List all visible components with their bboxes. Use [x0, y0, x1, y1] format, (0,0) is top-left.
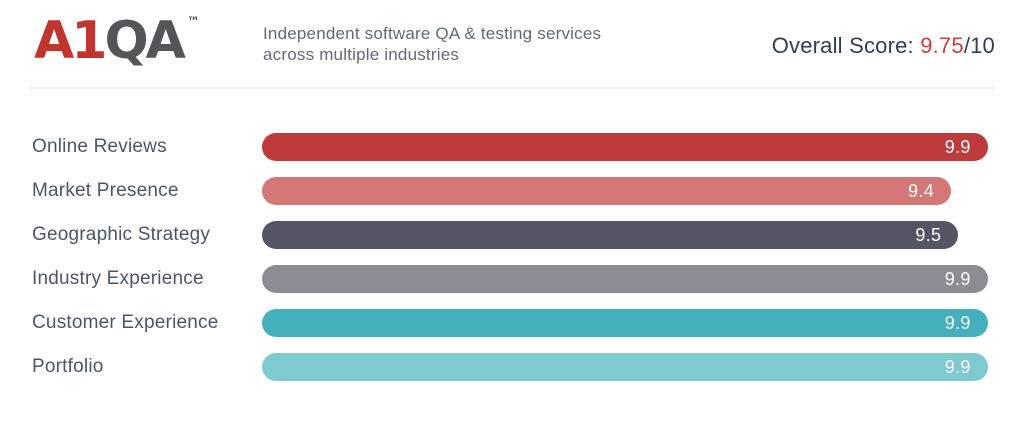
category-label: Customer Experience [32, 312, 219, 333]
score-bar: 9.9 [262, 353, 988, 381]
score-value: 9.5 [915, 224, 942, 245]
company-tagline: Independent software QA & testing servic… [263, 23, 601, 65]
bar-track: 9.5 [262, 221, 995, 249]
chart-row: Online Reviews 9.9 [32, 133, 995, 161]
bar-track: 9.9 [262, 353, 995, 381]
bar-track: 9.9 [262, 309, 995, 337]
score-bar: 9.5 [262, 221, 959, 249]
category-label: Online Reviews [32, 136, 167, 157]
bar-track: 9.9 [262, 265, 995, 293]
logo-text-red: A1 [34, 11, 107, 71]
score-value: 9.9 [944, 312, 971, 333]
chart-row: Customer Experience 9.9 [32, 309, 995, 337]
score-value: 9.9 [944, 136, 971, 157]
category-label: Industry Experience [32, 268, 204, 289]
score-value: 9.4 [908, 180, 935, 201]
overall-score-label: Overall Score: [771, 33, 921, 58]
score-bar: 9.9 [262, 309, 988, 337]
tagline-line-2: across multiple industries [263, 45, 460, 64]
category-label: Market Presence [32, 180, 179, 201]
chart-row: Market Presence 9.4 [32, 177, 995, 205]
bar-track: 9.4 [262, 177, 995, 205]
bar-track: 9.9 [262, 133, 995, 161]
category-label: Portfolio [32, 356, 104, 377]
chart-row: Geographic Strategy 9.5 [32, 221, 995, 249]
score-value: 9.9 [944, 268, 971, 289]
tagline-line-1: Independent software QA & testing servic… [263, 24, 602, 43]
chart-row: Industry Experience 9.9 [32, 265, 995, 293]
score-value: 9.9 [944, 356, 971, 377]
category-label: Geographic Strategy [32, 224, 211, 245]
score-bar: 9.9 [262, 265, 988, 293]
header-divider [29, 87, 995, 89]
score-bar: 9.9 [262, 133, 988, 161]
overall-score: Overall Score: 9.75/10 [772, 33, 995, 59]
chart-row: Portfolio 9.9 [32, 353, 995, 381]
overall-score-suffix: /10 [963, 33, 995, 58]
overall-score-value: 9.75 [920, 33, 964, 58]
brand-logo: A1QA ™ [34, 11, 200, 71]
logo-text-gray: QA [104, 11, 185, 71]
trademark-symbol: ™ [186, 15, 200, 30]
score-bar: 9.4 [262, 177, 952, 205]
score-bar-chart: Online Reviews 9.9 Market Presence 9.4 Geogr… [32, 133, 995, 381]
